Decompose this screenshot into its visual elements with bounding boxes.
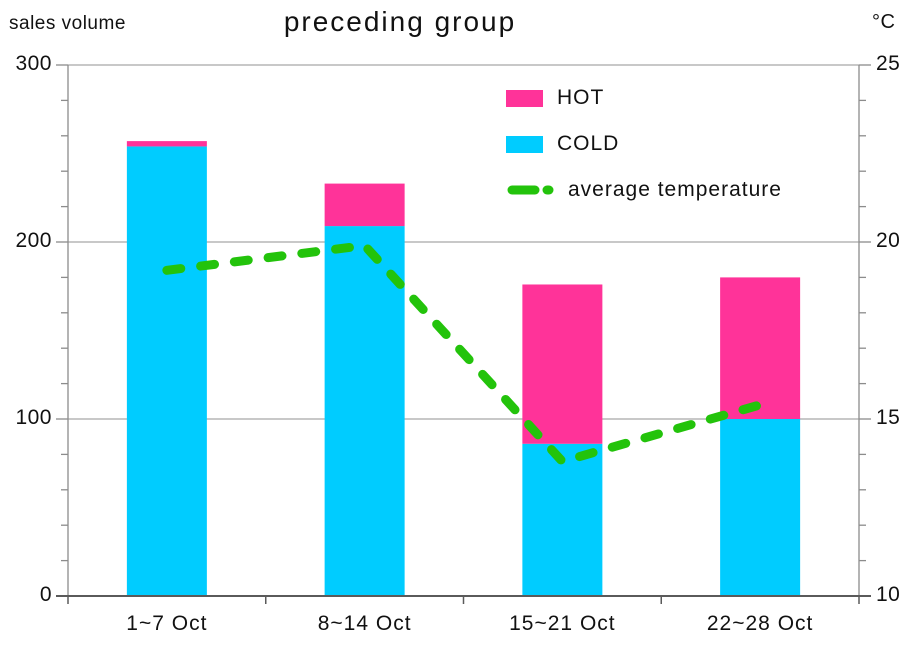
legend-item-hot: HOT	[506, 84, 782, 112]
bar-hot-2	[522, 284, 603, 444]
left-axis-tick-label: 200	[15, 229, 52, 252]
category-label: 15~21 Oct	[509, 612, 616, 635]
bar-cold-1	[324, 226, 405, 596]
legend-label: average temperature	[568, 178, 782, 201]
left-axis-tick-label: 300	[15, 52, 52, 75]
average-temperature-line	[162, 241, 765, 466]
legend-item-cold: COLD	[506, 130, 782, 158]
legend: HOT COLD average temperature	[506, 84, 782, 222]
left-axis-title: sales volume	[9, 13, 126, 34]
right-axis-tick-label: 25	[876, 52, 901, 75]
bar-hot-1	[324, 183, 405, 227]
right-axis-tick-label: 10	[876, 583, 901, 606]
category-label: 22~28 Oct	[706, 612, 814, 635]
category-label: 8~14 Oct	[317, 612, 412, 635]
legend-swatch	[506, 135, 543, 153]
legend-label: COLD	[557, 132, 620, 155]
bar-hot-0	[126, 141, 207, 147]
legend-swatch	[506, 89, 543, 107]
bar-cold-2	[522, 443, 603, 596]
right-axis-title: °C	[872, 11, 896, 33]
left-axis-tick-label: 100	[15, 406, 52, 429]
right-axis-tick-label: 15	[876, 406, 901, 429]
bar-cold-3	[720, 419, 801, 596]
right-axis-tick-label: 20	[876, 229, 901, 252]
bar-cold-0	[126, 146, 207, 597]
legend-label: HOT	[557, 86, 605, 109]
legend-dash-icon	[507, 185, 554, 195]
left-axis-tick-label: 0	[39, 583, 52, 606]
chart-title: preceding group	[283, 6, 517, 37]
bar-hot-3	[720, 277, 801, 419]
category-label: 1~7 Oct	[126, 612, 208, 635]
legend-item-average-temperature: average temperature	[506, 176, 782, 204]
